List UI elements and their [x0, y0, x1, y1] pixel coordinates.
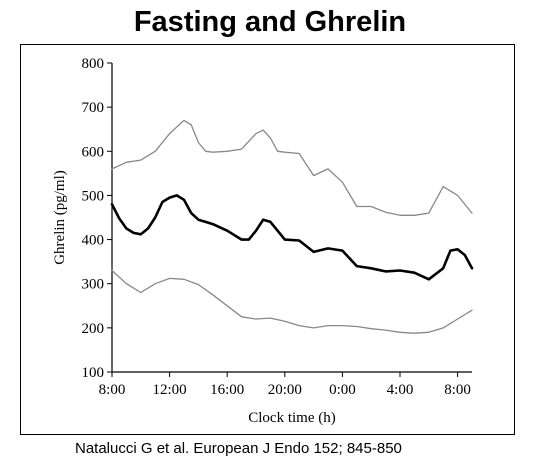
y-tick-label-600: 600	[82, 144, 105, 160]
series-line-lower	[111, 269, 473, 334]
x-tick-label-1: 12:00	[153, 382, 187, 398]
y-tick-label-200: 200	[82, 321, 105, 337]
x-tick-label-3: 20:00	[268, 382, 302, 398]
chart-title: Fasting and Ghrelin	[133, 6, 407, 38]
x-axis-label: Clock time (h)	[248, 410, 335, 426]
x-tick-label-2: 16:00	[210, 382, 244, 398]
x-tick-label-4: 0:00	[329, 382, 356, 398]
x-tick-label-5: 4:00	[387, 382, 414, 398]
x-tick-label-0: 8:00	[99, 382, 126, 398]
series-line-mean	[110, 194, 474, 281]
chart-frame	[20, 44, 515, 435]
y-tick-label-400: 400	[82, 233, 105, 249]
y-tick-label-700: 700	[82, 100, 105, 116]
y-tick-label-300: 300	[82, 277, 105, 293]
y-tick-label-100: 100	[82, 365, 105, 381]
citation: Natalucci G et al. European J Endo 152; …	[75, 440, 402, 457]
series-line-upper	[111, 119, 473, 216]
y-axis-label: Ghrelin (pg/ml)	[52, 170, 68, 265]
y-tick-label-500: 500	[82, 188, 105, 204]
x-tick-label-6: 8:00	[444, 382, 471, 398]
y-tick-label-800: 800	[82, 56, 105, 72]
